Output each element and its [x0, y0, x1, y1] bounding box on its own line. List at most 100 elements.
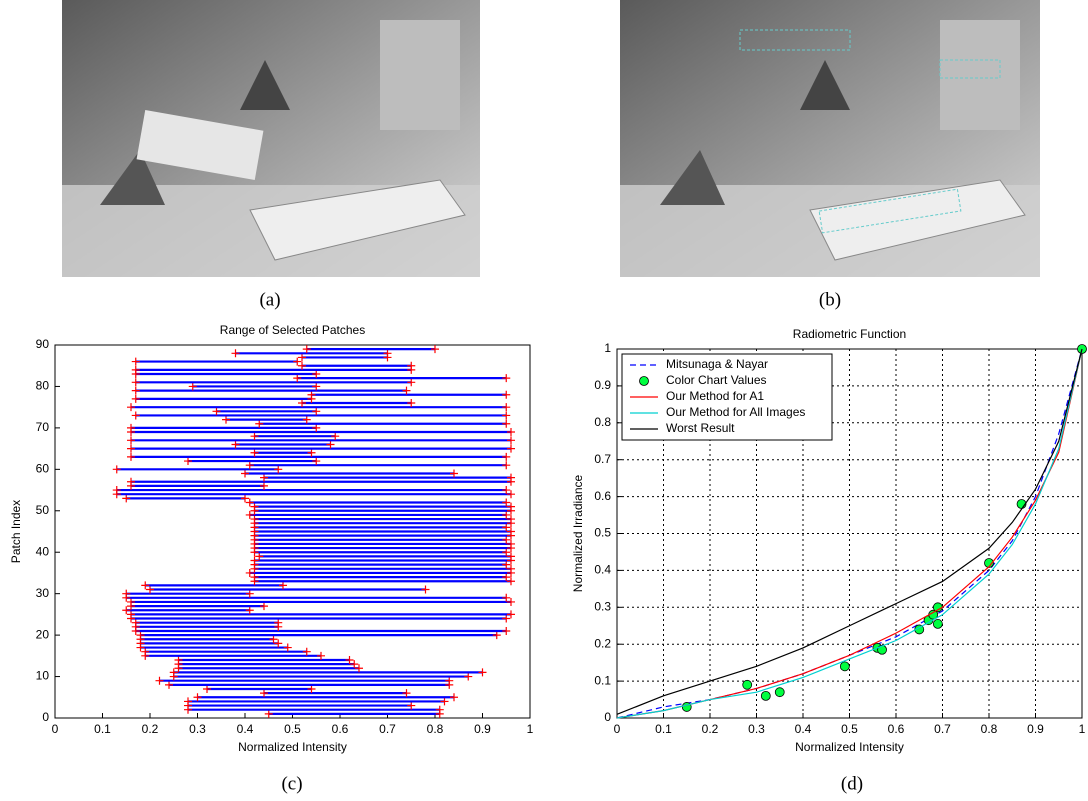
- range-end-marker: [274, 465, 283, 474]
- data-point: [839, 661, 850, 672]
- range-end-marker: [502, 498, 511, 507]
- y-tick-label: 30: [36, 586, 50, 600]
- range-end-marker: [502, 573, 511, 582]
- range-end-marker: [245, 461, 254, 470]
- range-end-marker: [331, 432, 340, 441]
- y-tick-label: 0.3: [594, 599, 611, 613]
- range-end-marker: [131, 378, 140, 387]
- x-tick-label: 1: [527, 722, 534, 736]
- range-end-marker: [222, 415, 230, 424]
- y-tick-label: 0.6: [594, 489, 611, 503]
- range-end-marker: [502, 523, 511, 532]
- range-end-marker: [355, 664, 363, 673]
- range-end-marker: [302, 345, 311, 354]
- range-end-marker: [507, 527, 515, 536]
- range-end-marker: [345, 655, 354, 664]
- range-end-marker: [293, 357, 302, 366]
- range-end-marker: [245, 606, 254, 615]
- range-end-marker: [250, 515, 259, 524]
- range-end-marker: [255, 552, 264, 561]
- range-end-marker: [136, 631, 145, 640]
- legend-label: Mitsunaga & Nayar: [666, 357, 768, 371]
- range-end-marker: [245, 498, 254, 507]
- range-end-marker: [184, 697, 192, 706]
- range-end-marker: [492, 631, 501, 640]
- x-tick-label: 0.6: [888, 722, 905, 736]
- x-tick-label: 0.1: [94, 722, 111, 736]
- range-end-marker: [274, 618, 283, 627]
- range-end-marker: [435, 705, 444, 714]
- range-end-marker: [317, 651, 325, 660]
- range-end-marker: [250, 573, 259, 582]
- range-end-marker: [307, 448, 316, 457]
- x-tick-label: 0.9: [1027, 722, 1044, 736]
- range-end-marker: [326, 440, 335, 449]
- y-tick-label: 0.7: [594, 452, 611, 466]
- range-end-marker: [502, 626, 511, 635]
- y-tick-label: 90: [36, 337, 50, 351]
- range-end-marker: [298, 361, 306, 370]
- x-tick-label: 0.3: [748, 722, 765, 736]
- legend-label: Worst Result: [666, 421, 735, 435]
- range-end-marker: [165, 680, 173, 689]
- range-end-marker: [131, 365, 140, 374]
- y-tick-label: 0.5: [594, 526, 611, 540]
- range-end-marker: [478, 668, 487, 677]
- range-end-marker: [260, 473, 268, 482]
- range-end-marker: [502, 411, 511, 420]
- y-tick-label: 40: [36, 544, 50, 558]
- range-end-marker: [174, 655, 183, 664]
- y-tick-label: 80: [36, 379, 50, 393]
- range-end-marker: [127, 477, 135, 486]
- range-end-marker: [507, 515, 515, 524]
- y-tick-label: 0.2: [594, 636, 611, 650]
- y-tick-label: 0.4: [594, 563, 611, 577]
- range-end-marker: [312, 423, 321, 432]
- range-end-marker: [260, 602, 268, 611]
- chart-title: Range of Selected Patches: [220, 323, 365, 337]
- legend-label: Color Chart Values: [666, 373, 767, 387]
- y-tick-label: 60: [36, 462, 50, 476]
- range-end-marker: [112, 465, 121, 474]
- range-end-marker: [155, 676, 164, 685]
- y-axis-label: Normalized Irradiance: [571, 474, 585, 592]
- range-end-marker: [502, 510, 511, 519]
- range-end-marker: [269, 635, 278, 644]
- y-tick-label: 0.8: [594, 415, 611, 429]
- range-end-marker: [231, 349, 240, 358]
- x-tick-label: 0.7: [379, 722, 396, 736]
- range-end-marker: [255, 419, 264, 428]
- x-tick-label: 0.7: [934, 722, 951, 736]
- range-end-marker: [507, 539, 515, 548]
- range-end-marker: [502, 548, 511, 557]
- range-end-marker: [502, 452, 511, 461]
- series-line: [616, 348, 1083, 719]
- data-point: [984, 558, 994, 568]
- range-end-marker: [450, 693, 458, 702]
- x-tick-label: 0.1: [655, 722, 672, 736]
- range-end-marker: [507, 436, 515, 445]
- range-end-marker: [203, 684, 211, 693]
- range-end-marker: [245, 510, 254, 519]
- range-end-marker: [127, 436, 135, 445]
- range-end-marker: [169, 668, 178, 677]
- x-tick-label: 0.6: [332, 722, 349, 736]
- series-line: [616, 348, 1083, 715]
- x-tick-label: 0.4: [795, 722, 812, 736]
- range-end-marker: [293, 374, 302, 383]
- range-end-marker: [146, 585, 154, 594]
- x-tick-label: 0.4: [237, 722, 254, 736]
- range-end-marker: [141, 647, 150, 656]
- range-end-marker: [188, 382, 197, 391]
- x-axis-label: Normalized Intensity: [238, 740, 347, 754]
- caption: (d): [841, 773, 863, 794]
- range-end-marker: [502, 535, 511, 544]
- range-end-marker: [450, 469, 458, 478]
- range-end-marker: [127, 597, 135, 606]
- y-tick-label: 0: [42, 710, 49, 724]
- range-end-marker: [464, 672, 473, 681]
- range-end-marker: [141, 581, 150, 590]
- chart-title: Radiometric Function: [793, 327, 906, 341]
- photo-b: [620, 0, 1040, 277]
